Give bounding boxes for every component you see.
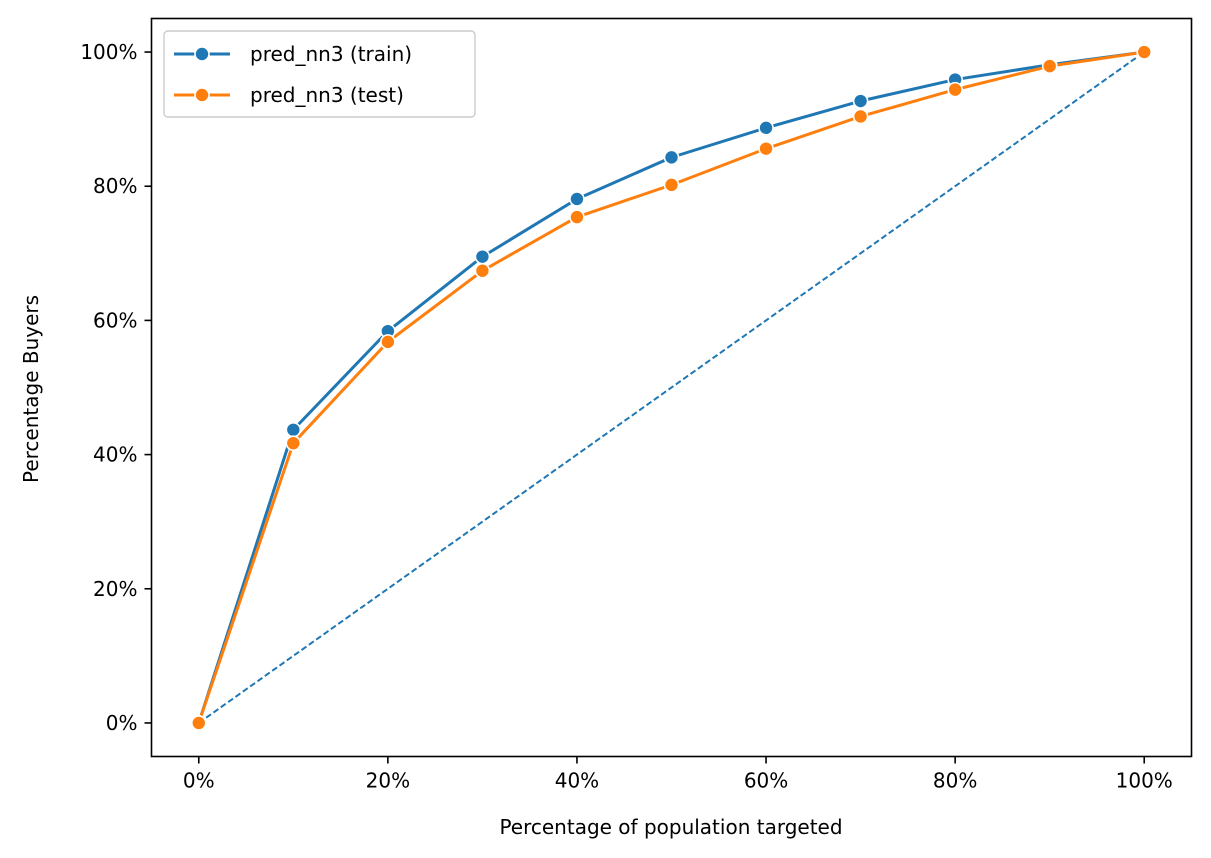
y-tick-label: 40% [93,443,137,467]
series-0-point [758,120,774,136]
x-axis: 0% 20% 40% 60% 80% 100% [183,756,1173,793]
legend: pred_nn3 (train) pred_nn3 (test) [163,30,476,118]
series-1-point [1136,44,1153,60]
series-1-point [569,209,585,225]
legend-label: pred_nn3 (train) [250,42,412,66]
reference-line-layer [198,51,1145,724]
y-axis: 0% 20% 40% 60% 80% 100% [80,40,152,735]
series-1-point [380,334,396,350]
x-tick-label: 20% [366,769,410,793]
series-1-point [663,177,680,193]
series-1-point [1041,58,1058,74]
legend-label: pred_nn3 (test) [250,83,404,107]
series-0-point [852,93,869,109]
series-1-point [285,435,302,451]
x-tick-label: 0% [183,769,215,793]
y-tick-label: 0% [106,711,138,735]
legend-swatch-marker [194,46,210,62]
x-tick-label: 60% [744,769,788,793]
series-1-point [852,108,869,125]
series-1-point [947,81,963,98]
y-tick-label: 100% [80,40,137,64]
series-1-point [758,140,774,157]
plot-frame [150,17,1193,758]
series-0-point [474,248,491,265]
legend-box [163,30,476,118]
x-tick-label: 80% [933,769,977,793]
series-layer [190,44,1153,731]
x-tick-label: 40% [555,769,599,793]
x-axis-title: Percentage of population targeted [499,815,842,839]
y-tick-label: 60% [93,308,137,332]
y-tick-label: 20% [93,577,137,601]
y-axis-title: Percentage Buyers [19,295,43,483]
x-tick-label: 100% [1116,769,1173,793]
reference-diagonal-line [198,51,1145,724]
y-tick-label: 80% [93,174,137,198]
series-0-point [663,149,680,166]
legend-swatch-marker [194,87,210,103]
series-0-point [569,191,585,207]
series-0-point [285,421,302,438]
series-1-point [190,715,207,731]
series-1-point [474,262,491,279]
